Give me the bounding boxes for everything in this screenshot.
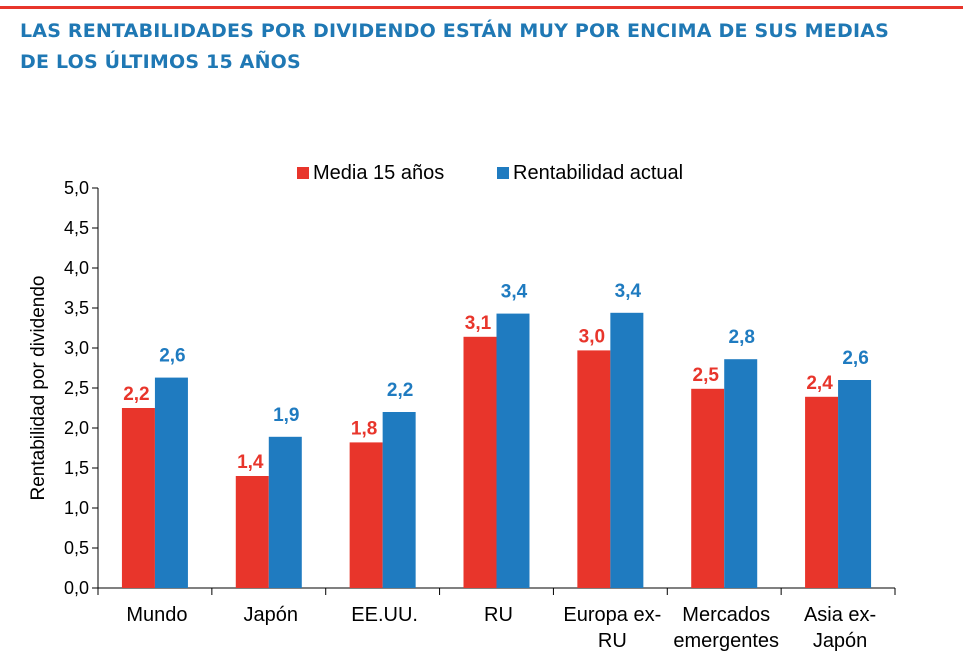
bar-media-15-anos <box>691 388 725 588</box>
y-tick-label: 4,5 <box>64 218 89 238</box>
y-tick-label: 2,5 <box>64 378 89 398</box>
data-label: 3,0 <box>579 326 605 347</box>
category-label: RU <box>484 604 513 626</box>
legend-label-media: Media 15 años <box>313 162 444 184</box>
bar-rentabilidad-actual <box>268 436 302 588</box>
page-title: LAS RENTABILIDADES POR DIVIDENDO ESTÁN M… <box>20 16 920 78</box>
category-label: Japón <box>244 604 299 626</box>
category-label: Mercados <box>682 604 770 626</box>
y-tick-label: 1,5 <box>64 458 89 478</box>
category-label: Asia ex- <box>804 604 876 626</box>
bar-rentabilidad-actual <box>382 412 416 588</box>
legend-swatch-media <box>297 167 309 179</box>
category-label: EE.UU. <box>351 604 418 626</box>
y-tick-label: 2,0 <box>64 418 89 438</box>
bar-rentabilidad-actual <box>838 380 872 588</box>
data-label: 2,8 <box>729 327 755 348</box>
data-label: 2,4 <box>806 373 833 394</box>
data-label: 2,2 <box>387 380 413 401</box>
legend-label-rentabilidad: Rentabilidad actual <box>513 162 683 184</box>
category-label: RU <box>598 630 627 652</box>
data-label: 2,6 <box>842 348 868 369</box>
y-axis-title: Rentabilidad por dividendo <box>28 276 49 501</box>
bar-rentabilidad-actual <box>724 359 758 588</box>
category-label: emergentes <box>673 630 779 652</box>
category-label: Europa ex- <box>563 604 661 626</box>
data-label: 3,4 <box>615 281 642 302</box>
y-tick-label: 5,0 <box>64 178 89 198</box>
data-label: 2,2 <box>123 384 149 405</box>
data-label: 1,8 <box>351 418 377 439</box>
data-label: 3,1 <box>465 313 492 334</box>
bar-media-15-anos <box>121 408 155 588</box>
page-title-line-1: LAS RENTABILIDADES POR DIVIDENDO ESTÁN M… <box>20 20 890 42</box>
y-tick-label: 1,0 <box>64 498 89 518</box>
data-label: 3,4 <box>501 282 528 303</box>
category-label: Japón <box>813 630 868 652</box>
data-label: 2,5 <box>693 365 720 386</box>
category-label: Mundo <box>126 604 187 626</box>
bar-media-15-anos <box>805 396 839 588</box>
header-accent-line <box>0 6 963 9</box>
bar-rentabilidad-actual <box>610 312 644 588</box>
bar-rentabilidad-actual <box>496 313 530 588</box>
y-tick-label: 3,5 <box>64 298 89 318</box>
bar-rentabilidad-actual <box>154 377 188 588</box>
data-label: 1,9 <box>273 405 299 426</box>
y-tick-label: 4,0 <box>64 258 89 278</box>
data-label: 2,6 <box>159 346 185 367</box>
y-tick-label: 0,0 <box>64 578 89 598</box>
bar-media-15-anos <box>349 442 383 588</box>
bar-media-15-anos <box>463 336 497 588</box>
data-label: 1,4 <box>237 452 264 473</box>
y-tick-label: 0,5 <box>64 538 89 558</box>
page-title-line-2: DE LOS ÚLTIMOS 15 AÑOS <box>20 51 301 73</box>
y-tick-label: 3,0 <box>64 338 89 358</box>
bar-media-15-anos <box>235 476 269 588</box>
legend-swatch-rentabilidad <box>497 167 509 179</box>
bar-media-15-anos <box>577 350 611 588</box>
